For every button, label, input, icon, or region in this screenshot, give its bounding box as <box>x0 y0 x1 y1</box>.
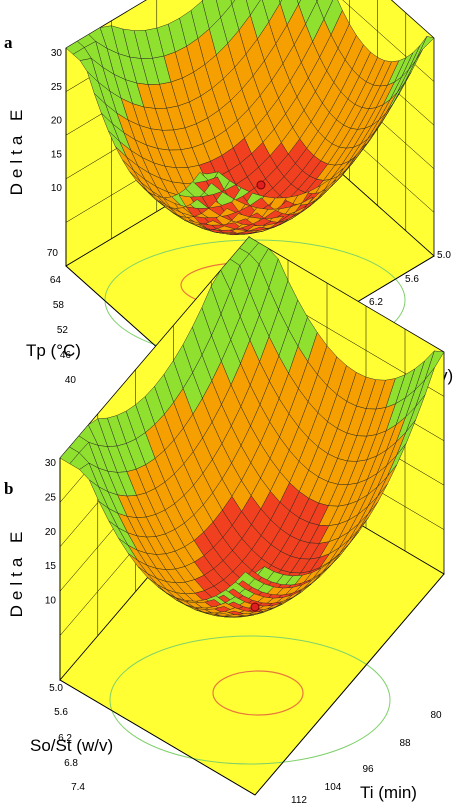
y-tick-label: 80 <box>430 710 442 721</box>
y-tick-label: 104 <box>325 782 342 793</box>
y-tick-label: 112 <box>291 795 307 806</box>
z-tick-label: 20 <box>45 527 57 538</box>
y-axis-title: Ti (min) <box>360 783 417 802</box>
x-axis-title: Tp (°C) <box>26 341 81 360</box>
x-axis-title: So/St (w/v) <box>30 736 113 755</box>
y-tick-label: 88 <box>399 738 411 749</box>
z-tick-label: 10 <box>51 183 63 194</box>
x-tick-label: 6.8 <box>64 758 78 769</box>
optimum-point-marker <box>250 602 260 612</box>
x-tick-label: 70 <box>47 248 59 259</box>
z-tick-label: 15 <box>45 561 57 572</box>
z-tick-label: 25 <box>45 492 57 503</box>
surface-cell <box>224 615 244 618</box>
x-tick-label: 5.0 <box>49 683 63 694</box>
surface-cell <box>296 0 301 5</box>
floor-contour-outer <box>109 635 391 765</box>
axis-edge <box>59 679 256 796</box>
z-tick-label: 30 <box>51 48 63 59</box>
x-tick-label: 64 <box>50 275 62 286</box>
panel-label: a <box>4 33 13 52</box>
x-tick-label: 40 <box>65 375 77 386</box>
y-tick-label: 5.0 <box>437 250 451 261</box>
z-tick-label: 10 <box>45 596 57 607</box>
panel-label: b <box>4 479 13 498</box>
x-tick-label: 7.4 <box>71 782 85 793</box>
y-tick-label: 6.2 <box>369 297 383 308</box>
x-tick-label: 6.2 <box>58 733 72 744</box>
x-tick-label: 52 <box>57 325 69 336</box>
x-tick-label: 46 <box>60 350 72 361</box>
floor-contour-inner <box>212 670 304 716</box>
z-tick-label: 25 <box>51 82 63 93</box>
z-tick-label: 30 <box>45 458 57 469</box>
optimum-point-marker <box>256 180 266 190</box>
y-tick-label: 96 <box>362 764 374 775</box>
z-tick-label: 20 <box>51 116 63 127</box>
z-axis-title: Delta E <box>7 105 26 196</box>
surface-cell <box>232 233 252 236</box>
x-tick-label: 5.6 <box>54 707 68 718</box>
panel-b: 30 25 20 15 10 5.0 5.6 6.2 6.8 7.4 80 88 96 104 112 So/… <box>4 235 445 806</box>
axis-edge <box>254 573 445 796</box>
z-tick-label: 15 <box>51 149 63 160</box>
z-axis-title: Delta E <box>7 527 26 618</box>
x-tick-label: 58 <box>53 300 65 311</box>
y-tick-label: 5.6 <box>405 274 419 285</box>
